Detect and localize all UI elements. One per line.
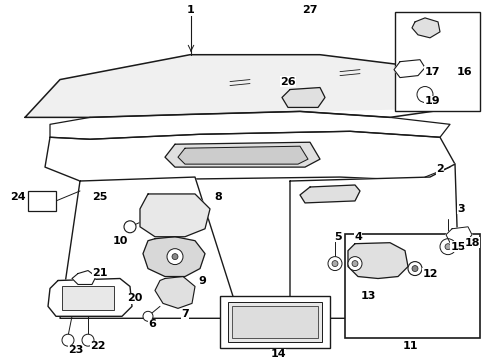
Circle shape <box>440 239 456 255</box>
Circle shape <box>332 261 338 266</box>
Circle shape <box>328 257 342 271</box>
Text: 16: 16 <box>456 67 472 77</box>
Polygon shape <box>165 142 320 167</box>
Polygon shape <box>394 60 425 78</box>
Text: 8: 8 <box>214 192 222 202</box>
Text: 4: 4 <box>354 232 362 242</box>
Bar <box>395 12 480 111</box>
Text: 19: 19 <box>424 96 440 107</box>
Text: 13: 13 <box>360 291 376 301</box>
Polygon shape <box>290 164 460 318</box>
Polygon shape <box>60 177 240 318</box>
Polygon shape <box>282 87 325 107</box>
Bar <box>228 302 322 342</box>
Text: 3: 3 <box>457 204 465 214</box>
Circle shape <box>412 266 418 271</box>
Text: 6: 6 <box>148 319 156 329</box>
Text: 11: 11 <box>402 341 418 351</box>
Circle shape <box>417 86 433 103</box>
Polygon shape <box>178 146 308 164</box>
Text: 27: 27 <box>302 5 318 15</box>
Polygon shape <box>72 271 96 284</box>
Polygon shape <box>140 194 210 237</box>
Text: 5: 5 <box>334 232 342 242</box>
Text: 17: 17 <box>424 67 440 77</box>
Polygon shape <box>143 237 205 276</box>
Circle shape <box>82 334 94 346</box>
Text: 18: 18 <box>464 238 480 248</box>
Bar <box>28 191 56 211</box>
Text: 21: 21 <box>92 267 108 278</box>
Text: 25: 25 <box>92 192 108 202</box>
Text: 7: 7 <box>181 309 189 319</box>
Text: 24: 24 <box>10 192 26 202</box>
Polygon shape <box>25 55 460 117</box>
Circle shape <box>62 334 74 346</box>
Text: 22: 22 <box>90 341 106 351</box>
Polygon shape <box>48 279 132 316</box>
Circle shape <box>445 244 451 250</box>
Bar <box>220 296 330 348</box>
Circle shape <box>172 254 178 260</box>
Polygon shape <box>300 185 360 203</box>
Circle shape <box>167 249 183 265</box>
Text: 20: 20 <box>127 293 143 303</box>
Text: 15: 15 <box>450 242 465 252</box>
Bar <box>232 306 318 338</box>
Polygon shape <box>412 18 440 38</box>
Bar <box>62 287 114 310</box>
Bar <box>345 234 480 338</box>
Circle shape <box>143 311 153 321</box>
Circle shape <box>352 261 358 266</box>
Polygon shape <box>45 131 455 181</box>
Polygon shape <box>348 243 408 279</box>
Circle shape <box>124 221 136 233</box>
Text: 26: 26 <box>280 77 296 86</box>
Text: 9: 9 <box>198 276 206 287</box>
Text: 1: 1 <box>187 5 195 15</box>
Text: 23: 23 <box>68 345 84 355</box>
Text: 14: 14 <box>270 349 286 359</box>
Polygon shape <box>446 227 472 243</box>
Text: 2: 2 <box>436 164 444 174</box>
Text: 12: 12 <box>422 269 438 279</box>
Polygon shape <box>155 276 195 309</box>
Circle shape <box>348 257 362 271</box>
Circle shape <box>408 262 422 275</box>
Text: 10: 10 <box>112 236 128 246</box>
